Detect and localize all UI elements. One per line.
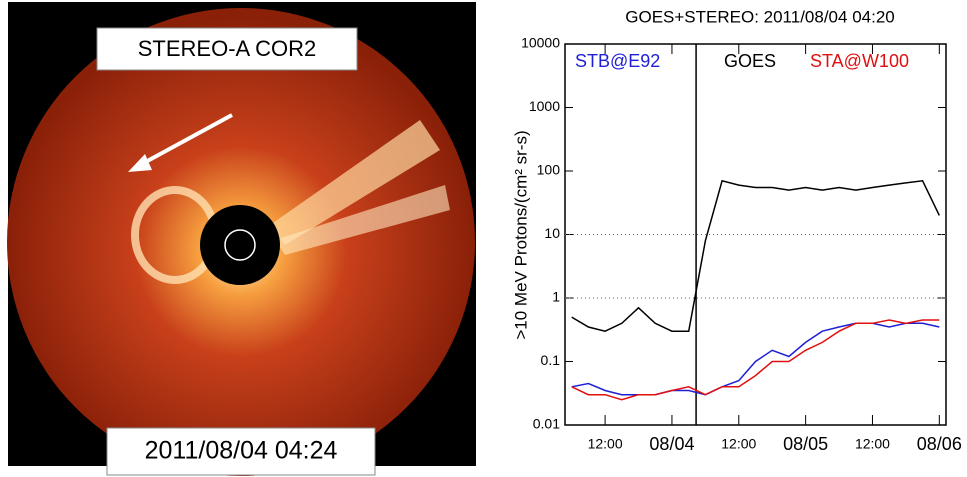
figure: STEREO-A COR2 2011/08/04 04:24 GOES+STER… [0, 0, 967, 477]
legend-label: STB@E92 [575, 51, 660, 71]
series-line [572, 323, 940, 394]
y-tick-label: 10 [544, 225, 560, 241]
series-line [572, 181, 940, 331]
y-tick-label: 100 [537, 162, 561, 178]
x-tick-label: 12:00 [721, 436, 756, 452]
series-line [572, 320, 940, 400]
legend-label: STA@W100 [810, 51, 909, 71]
y-tick-label: 0.01 [533, 416, 560, 432]
y-tick-label: 0.1 [541, 352, 561, 368]
page: {"image": {"label": "STEREO-A COR2", "ti… [0, 0, 967, 477]
occulter [200, 205, 280, 285]
y-tick-label: 1000 [529, 98, 560, 114]
chart-title: GOES+STEREO: 2011/08/04 04:20 [625, 7, 895, 26]
image-label: STEREO-A COR2 [138, 36, 316, 61]
coronagraph-image: STEREO-A COR2 2011/08/04 04:24 [7, 2, 476, 476]
x-tick-label: 12:00 [588, 436, 623, 452]
x-tick-label: 08/06 [917, 434, 962, 454]
x-tick-label: 08/05 [783, 434, 828, 454]
plot-frame [565, 44, 946, 425]
y-tick-label: 10000 [521, 35, 560, 51]
x-tick-label: 12:00 [855, 436, 890, 452]
image-timestamp: 2011/08/04 04:24 [145, 437, 338, 465]
x-tick-label: 08/04 [649, 434, 694, 454]
y-axis-label: >10 MeV Protons/(cm² sr-s) [511, 130, 530, 339]
legend-label: GOES [724, 51, 776, 71]
y-tick-label: 1 [552, 289, 560, 305]
